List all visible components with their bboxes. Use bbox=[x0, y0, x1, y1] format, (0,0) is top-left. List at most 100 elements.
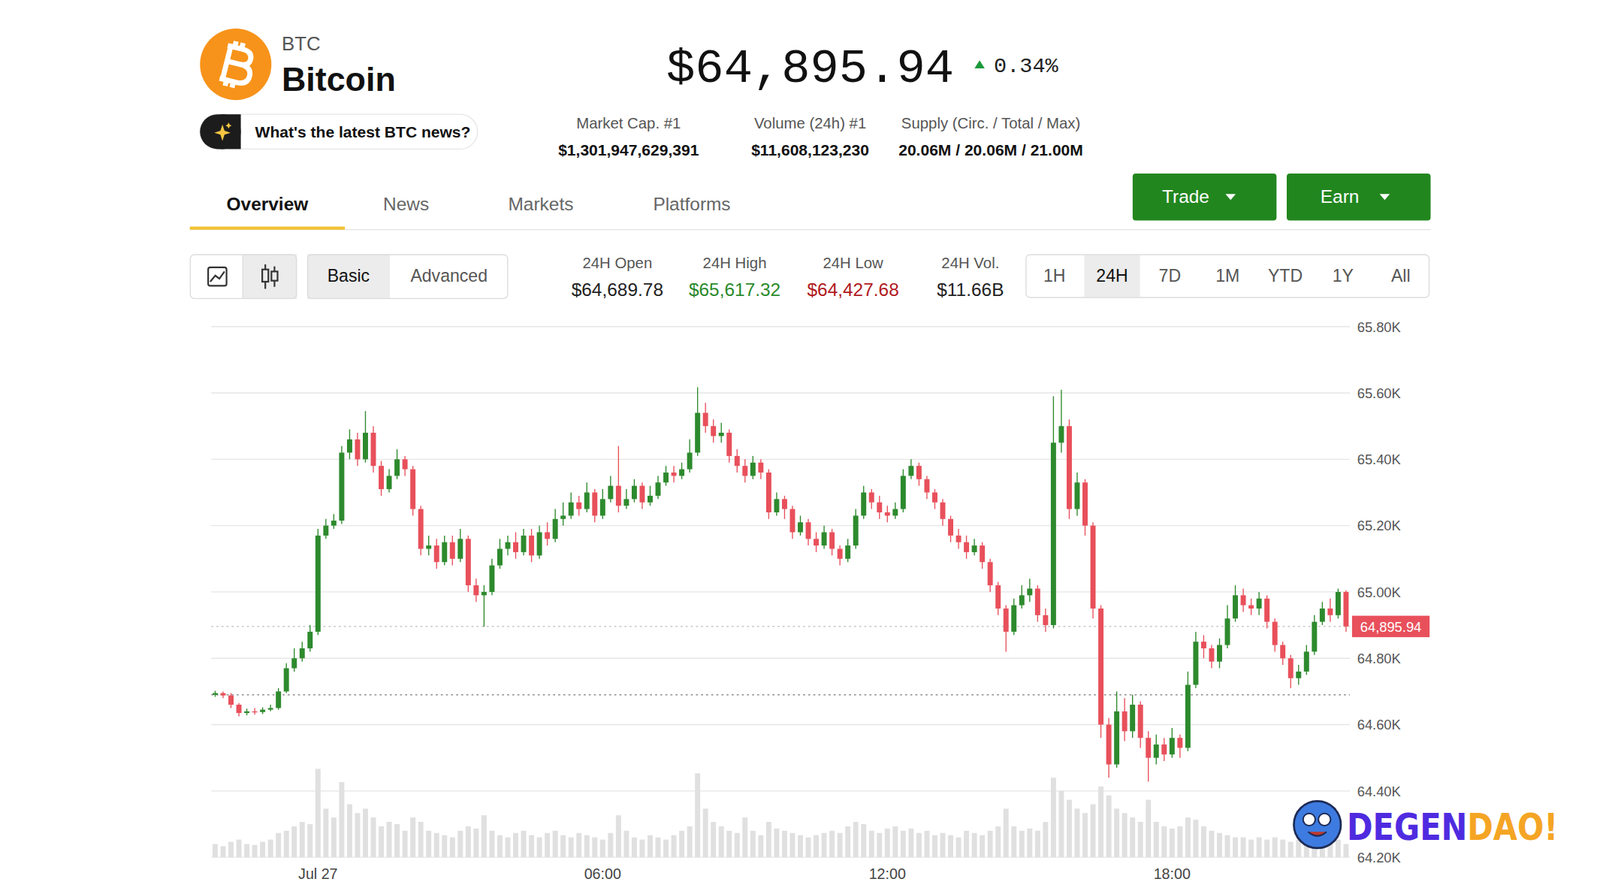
candle-body bbox=[639, 486, 645, 503]
news-pill[interactable]: What's the latest BTC news? bbox=[199, 114, 477, 149]
volume-bar bbox=[489, 830, 495, 858]
mode[interactable]: Advanced bbox=[410, 265, 488, 286]
volume-bar bbox=[1288, 842, 1294, 858]
volume-bar bbox=[299, 821, 305, 858]
grid-line bbox=[211, 392, 1350, 393]
volume-bar bbox=[615, 815, 622, 858]
volume-bar bbox=[1011, 826, 1017, 858]
tab[interactable]: Platforms bbox=[652, 193, 731, 215]
candle-body bbox=[972, 545, 978, 553]
day-stat-value: $64,689.78 bbox=[571, 279, 664, 300]
candle-body bbox=[425, 545, 432, 549]
day-stat-label: 24H High bbox=[703, 254, 767, 272]
volume-bar bbox=[892, 826, 898, 858]
candle-body bbox=[1177, 737, 1183, 748]
candle-body bbox=[259, 709, 266, 713]
candle-body bbox=[220, 693, 227, 696]
volume-bar bbox=[742, 817, 748, 858]
candle-body bbox=[584, 492, 590, 509]
candle-body bbox=[1019, 594, 1025, 605]
volume-bar bbox=[1098, 786, 1104, 858]
stat-value: 20.06M / 20.06M / 21.00M bbox=[898, 141, 1084, 159]
logo-b bbox=[217, 39, 257, 92]
candle-body bbox=[1129, 704, 1136, 731]
logo-circle bbox=[199, 28, 272, 100]
mode-frame bbox=[307, 254, 508, 299]
volume-bar bbox=[1074, 808, 1081, 858]
range[interactable]: 1H bbox=[1043, 265, 1066, 286]
logo bbox=[199, 28, 272, 100]
volume-bar bbox=[425, 830, 432, 858]
candle-body bbox=[734, 455, 740, 466]
volume-bar bbox=[1280, 839, 1286, 858]
candle-body bbox=[908, 465, 914, 476]
volume-bar bbox=[995, 826, 1001, 858]
candle-body bbox=[647, 495, 653, 503]
volume-bar bbox=[923, 830, 930, 858]
candle-body bbox=[212, 693, 218, 695]
volume-bar bbox=[750, 830, 756, 858]
candle-body bbox=[402, 458, 408, 469]
range[interactable]: 1Y bbox=[1332, 265, 1354, 286]
action-button[interactable]: Earn bbox=[1286, 173, 1431, 221]
line-icon[interactable] bbox=[208, 267, 227, 286]
caret bbox=[1225, 193, 1236, 200]
volume-bar bbox=[837, 833, 843, 858]
reference-line bbox=[211, 625, 1350, 627]
sparkle bbox=[225, 122, 232, 129]
mode[interactable]: Basic bbox=[327, 265, 370, 286]
candle-body bbox=[900, 475, 906, 509]
volume-bar bbox=[449, 837, 456, 858]
candle-body bbox=[869, 492, 875, 502]
volume-bar bbox=[521, 830, 527, 858]
volume-bar bbox=[1232, 837, 1238, 858]
volume-bar bbox=[679, 830, 685, 858]
volume-bar bbox=[932, 835, 938, 858]
volume-bar bbox=[347, 803, 353, 858]
tab[interactable]: Markets bbox=[508, 193, 574, 215]
volume-bar bbox=[1050, 777, 1057, 858]
volume-bar bbox=[1169, 828, 1175, 858]
volume-bar bbox=[1082, 812, 1088, 858]
candle-body bbox=[750, 462, 756, 477]
candle-body bbox=[505, 542, 511, 550]
volume-bar bbox=[726, 830, 732, 858]
candle-body bbox=[315, 535, 321, 632]
candle-body bbox=[884, 512, 891, 516]
watermark-part: DEGEN bbox=[1346, 806, 1468, 849]
volume-bar bbox=[1335, 839, 1341, 858]
volume-bar bbox=[947, 835, 954, 858]
tab[interactable]: Overview bbox=[226, 193, 310, 215]
volume-bar bbox=[1019, 830, 1025, 858]
range[interactable]: 24H bbox=[1095, 265, 1128, 286]
volume-bar bbox=[607, 833, 613, 858]
volume-bar bbox=[1113, 808, 1120, 858]
candle-body bbox=[623, 498, 629, 506]
grid-line bbox=[211, 658, 1350, 659]
range[interactable]: All bbox=[1391, 265, 1411, 286]
volume-bar bbox=[1240, 837, 1247, 858]
range[interactable]: 1M bbox=[1215, 265, 1240, 286]
candle-body bbox=[845, 545, 851, 559]
candle-body bbox=[1145, 737, 1151, 758]
grid-line bbox=[211, 326, 1350, 327]
action-button[interactable]: Trade bbox=[1132, 173, 1277, 221]
volume-bar bbox=[568, 837, 574, 858]
candle-body bbox=[687, 452, 693, 470]
volume-bar bbox=[1090, 803, 1096, 858]
grid-line bbox=[211, 790, 1350, 791]
volume-bar bbox=[331, 817, 337, 858]
range[interactable]: YTD bbox=[1267, 265, 1303, 286]
volume-bar bbox=[465, 826, 471, 858]
tab[interactable]: News bbox=[383, 193, 429, 215]
x-tick-label: 06:00 bbox=[584, 865, 622, 882]
day-stat-value: $64,427.68 bbox=[806, 279, 899, 300]
volume-bar bbox=[268, 839, 274, 858]
volume-bar bbox=[386, 821, 393, 858]
candle-body bbox=[449, 542, 456, 559]
range[interactable]: 7D bbox=[1159, 265, 1182, 286]
mode-active bbox=[307, 253, 390, 299]
day-stat-value: $11.66B bbox=[936, 279, 1004, 300]
volume-bar bbox=[1161, 826, 1167, 858]
candle-body bbox=[1042, 615, 1048, 625]
